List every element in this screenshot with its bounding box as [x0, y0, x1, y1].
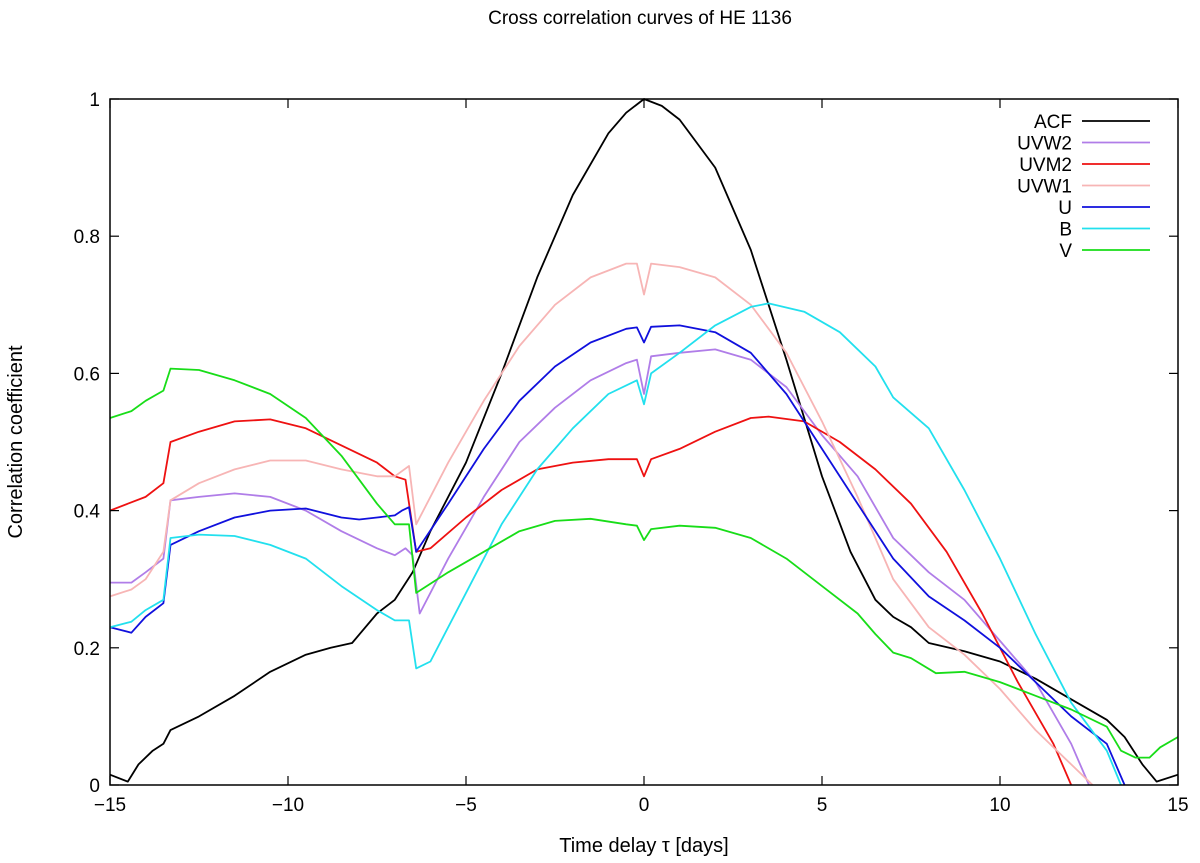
y-tick-label: 0.8 [74, 227, 100, 248]
y-axis: 0 0.2 0.4 0.6 0.8 1 [74, 90, 1178, 797]
series-line-b [109, 302, 1122, 786]
x-tick-label: 0 [639, 795, 650, 816]
y-tick-label: 0.6 [74, 364, 100, 385]
legend-label-b: B [1059, 220, 1072, 241]
y-axis-label: Correlation coefficient [5, 345, 27, 539]
x-axis-label: Time delay τ [days] [559, 835, 728, 857]
y-tick-label: 0.4 [74, 502, 101, 523]
x-tick-label: −10 [272, 795, 304, 816]
chart-title: Cross correlation curves of HE 1136 [488, 8, 792, 29]
y-tick-label: 1 [89, 90, 100, 111]
series-line-u [109, 324, 1126, 786]
x-tick-label: −5 [455, 795, 477, 816]
series-line-v [109, 367, 1179, 759]
y-tick-label: 0.2 [74, 639, 100, 660]
legend-label-v: V [1059, 241, 1072, 262]
x-tick-label: 5 [817, 795, 828, 816]
x-tick-label: 10 [989, 795, 1010, 816]
x-tick-label: −15 [94, 795, 126, 816]
legend-label-uvm2: UVM2 [1019, 155, 1072, 176]
legend-label-u: U [1058, 198, 1072, 219]
plot-series-group [109, 98, 1179, 786]
series-line-uvm2 [109, 415, 1073, 786]
series-line-uvw1 [109, 262, 1094, 786]
legend-label-acf: ACF [1034, 112, 1072, 133]
x-axis: −15 −10 −5 0 5 10 15 [94, 99, 1189, 816]
series-line-acf [109, 98, 1179, 783]
series-line-uvw2 [110, 348, 1090, 786]
legend-label-uvw2: UVW2 [1017, 134, 1072, 155]
y-tick-label: 0 [89, 776, 100, 797]
x-tick-label: 15 [1167, 795, 1188, 816]
legend-label-uvw1: UVW1 [1017, 177, 1072, 198]
